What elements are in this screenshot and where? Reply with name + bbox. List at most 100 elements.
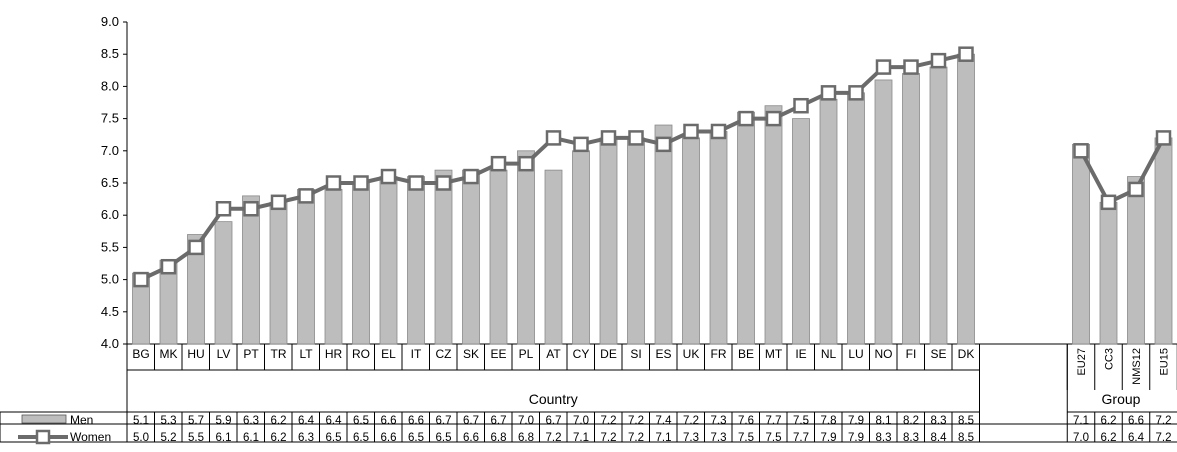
- group-category-label: CC3: [1104, 348, 1116, 370]
- category-label: RO: [352, 347, 370, 361]
- women-line: [133, 46, 1172, 288]
- table-cell: 6.1: [216, 432, 232, 444]
- table-cell: 7.0: [573, 415, 589, 427]
- table-cell: 6.6: [381, 415, 397, 427]
- table-cell: 7.7: [793, 432, 809, 444]
- category-label: DE: [600, 347, 617, 361]
- men-bar: [517, 150, 535, 345]
- table-cell: 7.9: [848, 432, 864, 444]
- women-point: [1155, 130, 1172, 146]
- table-cell: 7.9: [821, 432, 837, 444]
- category-label: LV: [217, 347, 231, 361]
- table-cell: 8.3: [903, 432, 919, 444]
- women-point: [820, 85, 837, 101]
- women-point: [958, 46, 974, 62]
- table-cell: 6.3: [243, 415, 259, 427]
- men-bar: [874, 79, 893, 345]
- group-category-label: NMS12: [1131, 348, 1143, 385]
- category-label: NO: [875, 347, 893, 361]
- table-cell: 6.4: [326, 415, 343, 427]
- group-category-label: EU15: [1159, 348, 1171, 376]
- men-bar: [434, 169, 453, 345]
- y-tick-label: 5.5: [101, 239, 119, 254]
- y-tick-label: 7.0: [101, 143, 119, 158]
- table-cell: 7.4: [656, 415, 673, 427]
- y-tick-label: 8.0: [101, 78, 119, 93]
- men-bar: [1154, 137, 1173, 345]
- data-table: BG MK HU LV PT TR LT HR RO EL IT CZ SK EE PL AT CY DE SI ES…: [0, 344, 1177, 445]
- category-label: PT: [243, 347, 259, 361]
- table-cell: 7.2: [1156, 432, 1172, 444]
- women-point: [243, 201, 259, 217]
- table-cell: 5.1: [133, 415, 149, 427]
- women-point: [848, 85, 864, 101]
- women-point: [518, 155, 534, 172]
- legend-men-swatch: [21, 414, 67, 424]
- y-tick-label: 4.0: [101, 336, 119, 351]
- category-label: BE: [738, 347, 754, 361]
- category-label: SI: [630, 347, 641, 361]
- women-point: [683, 123, 699, 140]
- women-point: [930, 52, 947, 69]
- men-bar: [1072, 143, 1090, 345]
- table-cell: 7.3: [683, 432, 699, 444]
- table-cell: 8.2: [903, 415, 919, 427]
- category-label: SE: [930, 347, 946, 361]
- table-cell: 5.5: [188, 432, 204, 444]
- table-cell: 6.6: [408, 415, 424, 427]
- category-label: BG: [132, 347, 149, 361]
- men-bar: [847, 92, 865, 345]
- men-bar: [572, 150, 590, 345]
- table-cell: 7.1: [1073, 415, 1089, 427]
- men-bar: [737, 111, 755, 345]
- category-label: HR: [325, 347, 343, 361]
- table-cell: 7.0: [1073, 432, 1089, 444]
- women-point: [875, 59, 892, 75]
- table-cell: 7.2: [628, 415, 644, 427]
- men-bar: [957, 53, 975, 345]
- women-point: [600, 130, 617, 146]
- table-cell: 7.5: [793, 415, 809, 427]
- table-cell: 6.4: [298, 415, 315, 427]
- table-cell: 5.0: [133, 432, 149, 444]
- table-cell: 6.7: [463, 415, 479, 427]
- category-label: ES: [655, 347, 671, 361]
- men-bar: [187, 234, 205, 345]
- men-bar: [462, 169, 480, 345]
- men-bar: [902, 73, 920, 345]
- table-cell: 7.1: [573, 432, 589, 444]
- women-point: [655, 136, 672, 153]
- y-tick-label: 4.5: [101, 304, 119, 319]
- men-bar: [242, 195, 260, 345]
- category-label: LT: [299, 347, 313, 361]
- category-label: LU: [848, 347, 863, 361]
- table-cell: 6.5: [326, 432, 342, 444]
- group-section-label: Group: [1102, 391, 1141, 407]
- y-tick-label: 7.5: [101, 111, 119, 126]
- category-label: SK: [463, 347, 479, 361]
- table-cell: 8.3: [931, 415, 947, 427]
- category-label: CZ: [436, 347, 452, 361]
- table-cell: 6.2: [1101, 432, 1117, 444]
- men-bar: [297, 189, 315, 345]
- table-cell: 6.7: [491, 415, 507, 427]
- table-cell: 6.8: [491, 432, 507, 444]
- table-cell: 6.6: [463, 432, 479, 444]
- men-bar: [324, 189, 343, 345]
- y-tick-label: 5.0: [101, 272, 119, 287]
- table-cell: 7.2: [683, 415, 699, 427]
- table-cell: 7.6: [738, 415, 754, 427]
- women-point: [353, 175, 369, 191]
- table-cell: 8.1: [876, 415, 892, 427]
- men-bar: [269, 201, 288, 345]
- table-cell: 7.1: [656, 432, 672, 444]
- category-label: DK: [958, 347, 975, 361]
- men-bar: [379, 176, 398, 345]
- category-label: EL: [381, 347, 396, 361]
- women-point: [1128, 181, 1144, 198]
- women-point: [380, 168, 397, 185]
- table-cell: 6.5: [353, 432, 369, 444]
- women-point: [215, 201, 232, 217]
- category-label: TR: [271, 347, 287, 361]
- women-point: [903, 59, 919, 75]
